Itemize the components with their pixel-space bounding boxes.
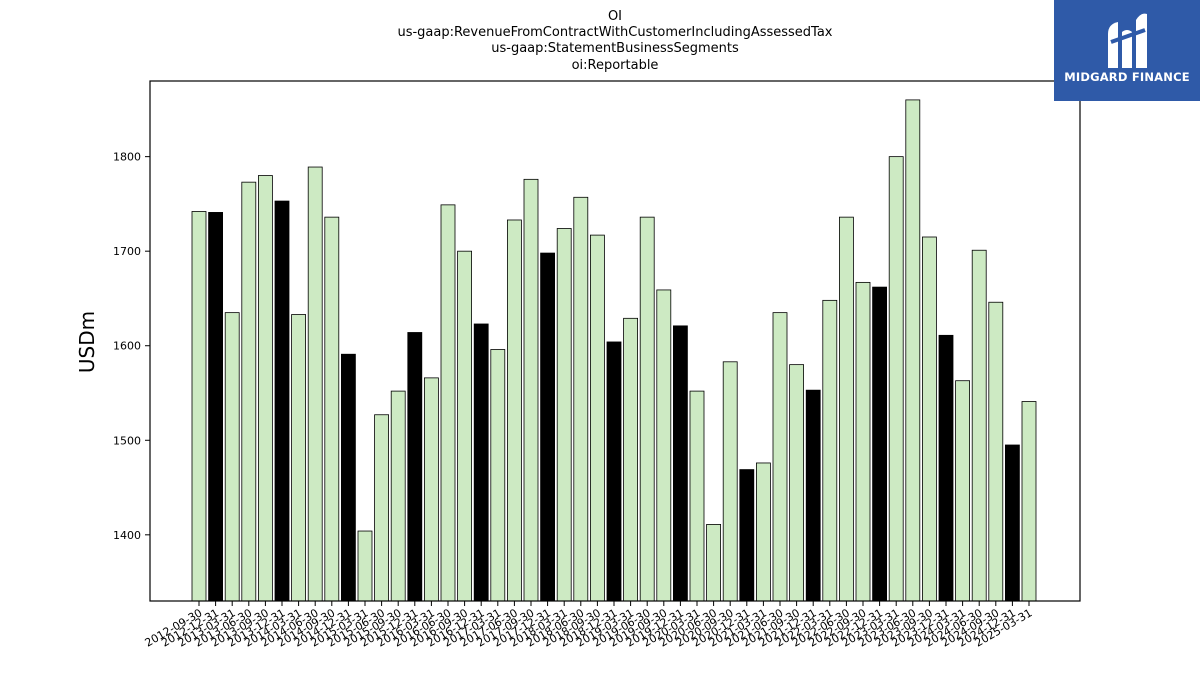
y-axis: 1400 1500 1600 1700 1800 <box>113 151 150 542</box>
bar-2024-12-31 <box>1005 444 1020 602</box>
y-tick-label: 1700 <box>113 245 141 258</box>
bar-2019-06-30 <box>639 216 655 602</box>
chart-title-line-3: us-gaap:StatementBusinessSegments <box>491 41 739 56</box>
bar-2015-12-31 <box>407 332 423 602</box>
bar-2019-09-30 <box>656 289 672 602</box>
plot-frame <box>149 80 1081 602</box>
bar-2015-03-31 <box>357 530 373 602</box>
bar-2013-12-31 <box>274 200 290 602</box>
y-tick-label: 1800 <box>113 151 141 164</box>
bar-2014-12-31 <box>340 353 356 602</box>
bar-2013-03-31 <box>224 312 240 602</box>
bar-2017-12-31 <box>540 252 555 602</box>
bar-2017-06-30 <box>506 219 522 602</box>
bar-2016-09-30 <box>457 250 473 602</box>
y-tick-label: 1600 <box>113 340 141 353</box>
bar-2022-12-31 <box>872 286 887 602</box>
bar-2015-09-30 <box>390 390 406 602</box>
bar-2020-12-31 <box>739 469 755 602</box>
bar-2023-06-30 <box>905 99 921 602</box>
bar-2021-03-31 <box>756 462 771 602</box>
bar-2024-06-30 <box>971 249 987 602</box>
brand-logo: MIDGARD FINANCE <box>1054 0 1200 101</box>
bar-2024-09-30 <box>988 301 1004 602</box>
bar-2021-12-31 <box>805 389 821 602</box>
bar-2013-09-30 <box>257 175 273 602</box>
bar-2020-09-30 <box>722 361 738 602</box>
bar-2013-06-30 <box>241 181 257 602</box>
bar-2012-09-30 <box>191 211 207 602</box>
bar-2020-03-31 <box>689 390 705 602</box>
bar-2020-06-30 <box>706 524 721 602</box>
bar-2018-06-30 <box>573 196 589 602</box>
bar-2014-03-31 <box>291 314 307 602</box>
bar-2016-12-31 <box>473 323 489 602</box>
bar-2016-03-31 <box>423 377 439 602</box>
bar-2015-06-30 <box>374 414 390 602</box>
bar-2022-06-30 <box>839 216 854 602</box>
bar-2014-06-30 <box>307 166 323 602</box>
bar-2018-12-31 <box>606 341 622 602</box>
midgard-mark-icon <box>1108 13 1147 69</box>
chart-title-line-4: oi:Reportable <box>572 58 659 73</box>
bar-2017-09-30 <box>523 178 539 602</box>
y-axis-label: USDm <box>75 311 99 373</box>
bar-2018-09-30 <box>590 234 605 602</box>
bar-2025-03-31 <box>1021 401 1037 602</box>
x-axis: 2012-09-302012-12-312013-03-312013-06-30… <box>143 601 1035 650</box>
chart-title: OI us-gaap:RevenueFromContractWithCustom… <box>397 9 832 73</box>
bar-2016-06-30 <box>440 204 456 602</box>
bar-2022-03-31 <box>822 299 838 602</box>
bar-2014-09-30 <box>324 216 340 602</box>
chart-title-line-2: us-gaap:RevenueFromContractWithCustomerI… <box>397 25 832 40</box>
bar-2021-06-30 <box>772 312 788 602</box>
bar-2017-03-31 <box>490 349 506 602</box>
bar-2024-03-31 <box>955 380 970 602</box>
y-tick-label: 1400 <box>113 529 141 542</box>
bar-2021-09-30 <box>789 364 804 602</box>
brand-name: MIDGARD FINANCE <box>1064 70 1190 84</box>
bar-2023-03-31 <box>888 156 904 602</box>
bar-2012-12-31 <box>208 212 224 602</box>
bar-2022-09-30 <box>855 281 871 602</box>
bar-2023-12-31 <box>938 334 954 602</box>
bar-series <box>191 99 1037 602</box>
bar-2023-09-30 <box>922 236 937 602</box>
chart-title-line-1: OI <box>608 9 622 24</box>
bar-2018-03-31 <box>556 228 572 602</box>
bar-2019-03-31 <box>623 317 638 602</box>
bar-2019-12-31 <box>673 325 688 602</box>
y-tick-label: 1500 <box>113 434 141 447</box>
